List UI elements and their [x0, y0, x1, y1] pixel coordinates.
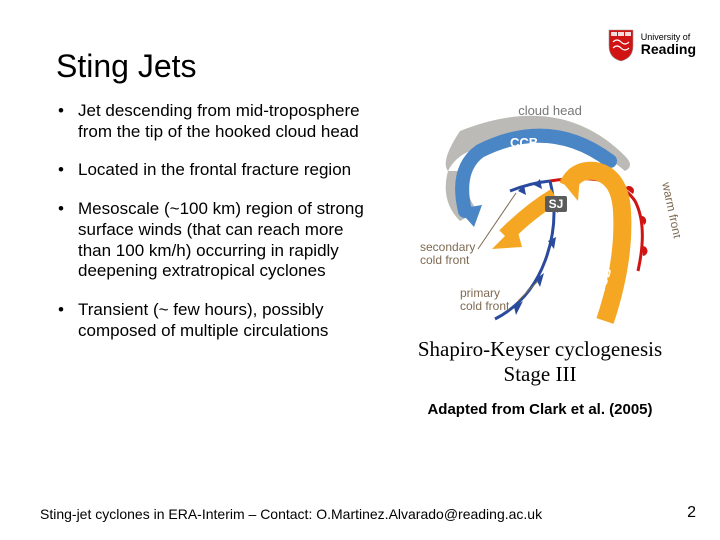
diagram-caption: Shapiro-Keyser cyclogenesis Stage III: [400, 337, 680, 387]
bullet-list: Jet descending from mid-troposphere from…: [56, 101, 380, 418]
warm-front-label: warm front: [659, 180, 680, 240]
secondary-cold-front-line: [510, 181, 550, 191]
figure-column: cloud head CCB warm front: [400, 101, 680, 418]
cyclogenesis-diagram: cloud head CCB warm front: [400, 101, 680, 331]
bullet-item: Mesoscale (~100 km) region of strong sur…: [56, 199, 380, 282]
bullet-item: Jet descending from mid-troposphere from…: [56, 101, 380, 142]
bullet-item: Located in the frontal fracture region: [56, 160, 380, 181]
page-number: 2: [687, 504, 696, 522]
logo-text: University of Reading: [641, 33, 696, 57]
cloud-head-label: cloud head: [518, 103, 582, 118]
slide-title: Sting Jets: [56, 48, 680, 85]
diagram-attribution: Adapted from Clark et al. (2005): [427, 401, 652, 418]
secondary-cold-front-label: secondary cold front: [420, 240, 479, 267]
ccb-label: CCB: [510, 135, 538, 150]
bullet-item: Transient (~ few hours), possibly compos…: [56, 300, 380, 341]
shield-icon: [607, 28, 635, 62]
sj-label: SJ: [549, 197, 564, 211]
university-logo: University of Reading: [607, 28, 696, 62]
primary-cold-front-label: primary cold front: [460, 286, 510, 313]
logo-line2: Reading: [641, 42, 696, 57]
slide-footer: Sting-jet cyclones in ERA-Interim – Cont…: [40, 506, 542, 522]
